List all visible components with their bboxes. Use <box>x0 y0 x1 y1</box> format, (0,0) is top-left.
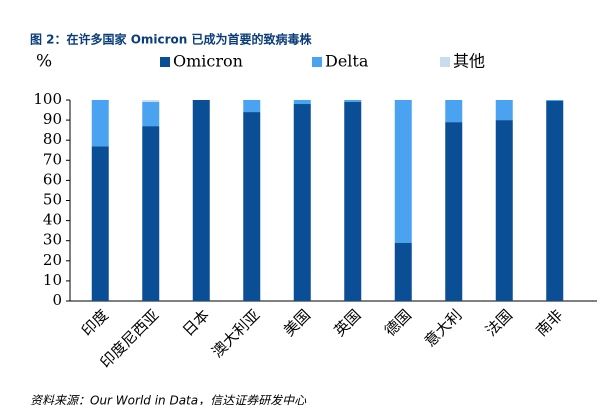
bar-segment <box>495 100 513 121</box>
y-tick-label: 20 <box>43 251 62 269</box>
bar-segment <box>546 100 564 102</box>
y-tick-label: 100 <box>33 90 62 108</box>
chart-title: 图 2：在许多国家 Omicron 已成为首要的致病毒株 <box>30 32 313 47</box>
y-axis-label: % <box>36 52 52 72</box>
y-tick-label: 60 <box>43 170 62 188</box>
x-tick-label: 德国 <box>381 306 415 340</box>
x-tick-label: 日本 <box>179 306 213 340</box>
legend-swatch <box>160 57 170 67</box>
x-tick-label: 澳大利亚 <box>208 306 263 361</box>
source: 资料来源：Our World in Data，信达证券研发中心 <box>30 394 307 406</box>
bar-segment <box>445 100 463 123</box>
x-tick-label: 意大利 <box>421 306 466 351</box>
y-tick-label: 40 <box>43 211 62 229</box>
bar-segment <box>394 242 412 301</box>
bar-segment <box>293 104 311 302</box>
legend-swatch <box>312 57 322 67</box>
bar-segment <box>142 126 160 301</box>
bar-segment <box>91 100 109 147</box>
x-tick-label: 南非 <box>532 306 566 340</box>
y-tick-label: 0 <box>52 291 62 309</box>
y-tick-label: 10 <box>43 271 62 289</box>
bar-segment <box>394 100 412 243</box>
x-tick-label: 英国 <box>330 306 364 340</box>
bar-segment <box>546 101 564 301</box>
bar-segment <box>344 102 362 301</box>
bar-segment <box>344 100 362 103</box>
y-tick-label: 90 <box>43 110 62 128</box>
legend-label: 其他 <box>453 52 485 71</box>
x-tick-label: 印度 <box>78 306 112 340</box>
bar-segment <box>243 100 261 113</box>
y-tick-label: 80 <box>43 130 62 148</box>
x-tick-label: 美国 <box>280 306 314 340</box>
bar-segment <box>142 100 160 103</box>
y-tick-label: 70 <box>43 150 62 168</box>
bar-segment <box>192 100 210 301</box>
bar-segment <box>293 100 311 105</box>
y-tick-label: 30 <box>43 231 62 249</box>
bar-segment <box>445 122 463 301</box>
bar-segment <box>243 112 261 301</box>
bar-segment <box>91 146 109 301</box>
legend-label: Delta <box>325 52 369 71</box>
y-tick-label: 50 <box>43 191 62 209</box>
bar-segment <box>142 102 160 127</box>
bar-segment <box>495 120 513 301</box>
legend-label: Omicron <box>173 52 243 71</box>
legend-swatch <box>440 57 450 67</box>
x-tick-label: 法国 <box>482 306 516 340</box>
